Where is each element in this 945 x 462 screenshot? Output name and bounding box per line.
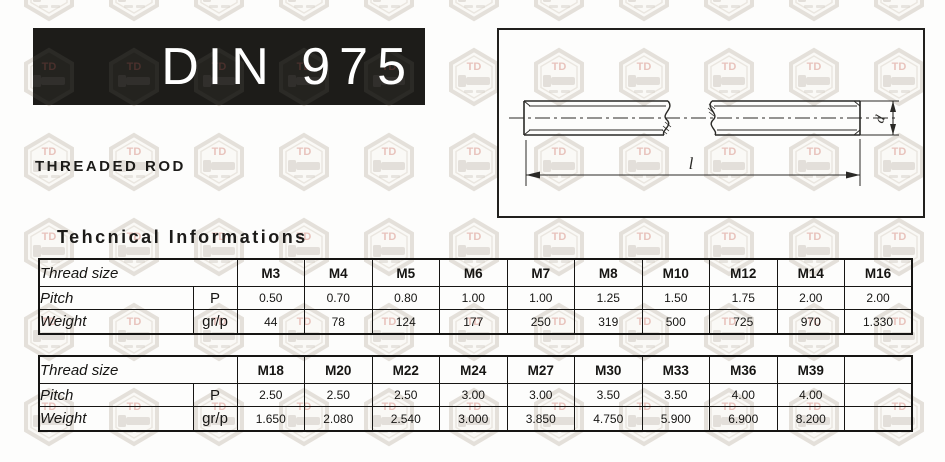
pitch-cell: 0.70 — [304, 286, 373, 310]
weight-cell: 6.900 — [709, 406, 778, 432]
pitch-cell: 2.00 — [776, 286, 845, 310]
weight-cell — [844, 406, 913, 432]
row-label-weight: Weight — [38, 406, 194, 432]
pitch-cell: 1.00 — [506, 286, 575, 310]
unit-cell: P — [192, 383, 238, 407]
thread-size-cell: M33 — [641, 355, 710, 384]
pitch-cell: 2.50 — [236, 383, 305, 407]
weight-cell: 319 — [574, 309, 643, 335]
section-heading: Tehcnical Informations — [57, 227, 308, 247]
diameter-label: d — [872, 113, 889, 126]
pitch-cell: 3.50 — [641, 383, 710, 407]
thread-size-cell: M3 — [236, 258, 305, 287]
row-label-pitch: Pitch — [38, 383, 194, 407]
thread-size-cell: M30 — [574, 355, 643, 384]
thread-size-cell: M10 — [641, 258, 710, 287]
thread-size-cell: M4 — [304, 258, 373, 287]
product-subtitle: THREADED ROD — [35, 158, 186, 175]
row-label-pitch: Pitch — [38, 286, 194, 310]
weight-cell: 250 — [506, 309, 575, 335]
unit-cell: P — [192, 286, 238, 310]
weight-cell: 500 — [641, 309, 710, 335]
thread-size-cell: M27 — [506, 355, 575, 384]
thread-size-cell: M18 — [236, 355, 305, 384]
thread-size-cell: M6 — [439, 258, 508, 287]
thread-size-cell: M24 — [439, 355, 508, 384]
pitch-cell: 1.50 — [641, 286, 710, 310]
thread-size-cell: M16 — [844, 258, 913, 287]
thread-size-cell: M20 — [304, 355, 373, 384]
weight-cell: 1.330 — [844, 309, 913, 335]
weight-cell: 177 — [439, 309, 508, 335]
pitch-cell — [844, 383, 913, 407]
pitch-cell: 2.50 — [304, 383, 373, 407]
pitch-cell: 3.00 — [439, 383, 508, 407]
page-title: DIN 975 — [161, 37, 415, 96]
weight-cell: 8.200 — [776, 406, 845, 432]
length-label: l — [689, 154, 694, 173]
weight-cell: 3.000 — [439, 406, 508, 432]
pitch-cell: 2.50 — [371, 383, 440, 407]
pitch-cell: 0.80 — [371, 286, 440, 310]
weight-cell: 970 — [776, 309, 845, 335]
weight-cell: 2.080 — [304, 406, 373, 432]
table-row: Thread size M18 M20 M22 M24 M27 M30 M33 … — [38, 355, 913, 384]
thread-size-cell: M22 — [371, 355, 440, 384]
pitch-cell: 1.75 — [709, 286, 778, 310]
pitch-cell: 2.00 — [844, 286, 913, 310]
thread-size-cell: M8 — [574, 258, 643, 287]
weight-cell: 124 — [371, 309, 440, 335]
row-label-thread-size: Thread size — [38, 258, 238, 287]
weight-cell: 1.650 — [236, 406, 305, 432]
unit-cell: gr/p — [192, 406, 238, 432]
pitch-cell: 3.50 — [574, 383, 643, 407]
weight-cell: 5.900 — [641, 406, 710, 432]
weight-cell: 4.750 — [574, 406, 643, 432]
spec-table-m18-m39: Thread size M18 M20 M22 M24 M27 M30 M33 … — [38, 355, 913, 432]
thread-size-cell: M39 — [776, 355, 845, 384]
pitch-cell: 3.00 — [506, 383, 575, 407]
title-banner: DIN 975 — [33, 28, 425, 105]
threaded-rod-drawing: l d — [509, 100, 899, 186]
weight-cell: 44 — [236, 309, 305, 335]
spec-table-m3-m16: Thread size M3 M4 M5 M6 M7 M8 M10 M12 M1… — [38, 258, 913, 335]
table-row: Weight gr/p 1.650 2.080 2.540 3.000 3.85… — [38, 406, 913, 432]
weight-cell: 78 — [304, 309, 373, 335]
table-row: Thread size M3 M4 M5 M6 M7 M8 M10 M12 M1… — [38, 258, 913, 287]
pitch-cell: 4.00 — [709, 383, 778, 407]
pitch-cell: 1.00 — [439, 286, 508, 310]
weight-cell: 725 — [709, 309, 778, 335]
thread-size-cell — [844, 355, 913, 384]
thread-size-cell: M5 — [371, 258, 440, 287]
thread-size-cell: M7 — [506, 258, 575, 287]
row-label-thread-size: Thread size — [38, 355, 238, 384]
pitch-cell: 1.25 — [574, 286, 643, 310]
pitch-cell: 4.00 — [776, 383, 845, 407]
pitch-cell: 0.50 — [236, 286, 305, 310]
table-row: Pitch P 0.50 0.70 0.80 1.00 1.00 1.25 1.… — [38, 286, 913, 310]
thread-size-cell: M36 — [709, 355, 778, 384]
table-row: Pitch P 2.50 2.50 2.50 3.00 3.00 3.50 3.… — [38, 383, 913, 407]
thread-size-cell: M14 — [776, 258, 845, 287]
table-row: Weight gr/p 44 78 124 177 250 319 500 72… — [38, 309, 913, 335]
unit-cell: gr/p — [192, 309, 238, 335]
weight-cell: 3.850 — [506, 406, 575, 432]
technical-drawing-box: l d — [497, 28, 925, 218]
thread-size-cell: M12 — [709, 258, 778, 287]
row-label-weight: Weight — [38, 309, 194, 335]
weight-cell: 2.540 — [371, 406, 440, 432]
